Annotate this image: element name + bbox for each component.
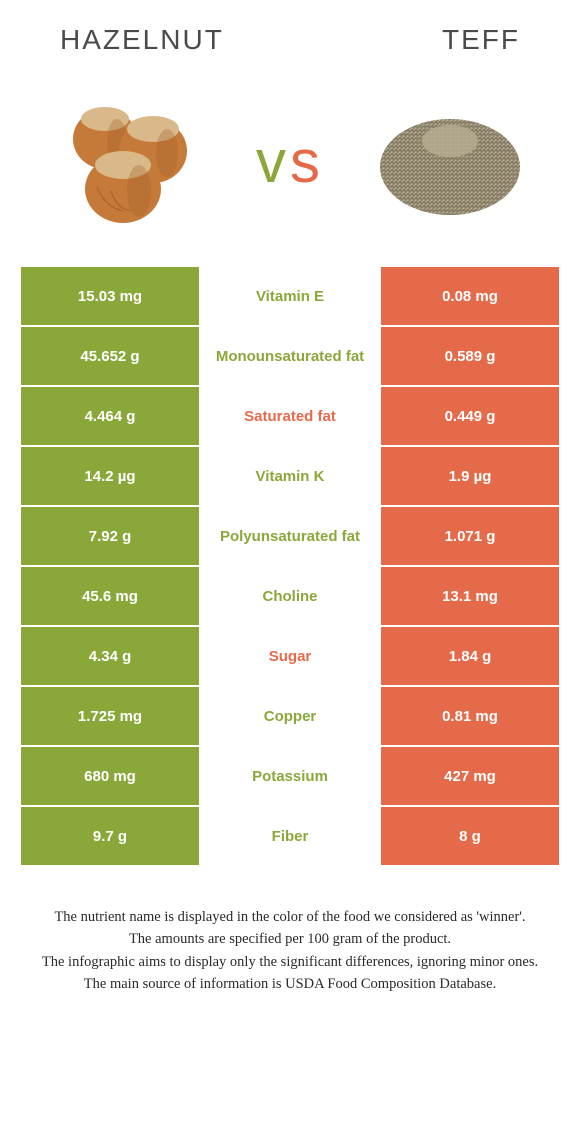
vs-s: s: [290, 128, 324, 195]
food-title-left: Hazelnut: [60, 24, 224, 56]
images-row: vs: [0, 66, 580, 266]
nutrient-label: Saturated fat: [200, 386, 380, 446]
nutrient-label: Vitamin K: [200, 446, 380, 506]
footer-line-2: The amounts are specified per 100 gram o…: [30, 928, 550, 950]
table-row: 1.725 mgCopper0.81 mg: [20, 686, 560, 746]
nutrient-label: Vitamin E: [200, 266, 380, 326]
value-right: 13.1 mg: [380, 566, 560, 626]
value-right: 0.08 mg: [380, 266, 560, 326]
nutrient-label: Polyunsaturated fat: [200, 506, 380, 566]
table-row: 9.7 gFiber8 g: [20, 806, 560, 866]
table-row: 7.92 gPolyunsaturated fat1.071 g: [20, 506, 560, 566]
value-left: 4.464 g: [20, 386, 200, 446]
value-left: 9.7 g: [20, 806, 200, 866]
nutrient-label: Fiber: [200, 806, 380, 866]
teff-image: [360, 86, 540, 236]
footer-line-3: The infographic aims to display only the…: [30, 951, 550, 973]
footer-line-1: The nutrient name is displayed in the co…: [30, 906, 550, 928]
value-right: 427 mg: [380, 746, 560, 806]
value-left: 4.34 g: [20, 626, 200, 686]
value-right: 8 g: [380, 806, 560, 866]
value-left: 15.03 mg: [20, 266, 200, 326]
footer-line-4: The main source of information is USDA F…: [30, 973, 550, 995]
food-title-right: Teff: [442, 24, 520, 56]
header-row: Hazelnut Teff: [0, 0, 580, 66]
value-left: 45.652 g: [20, 326, 200, 386]
nutrient-label: Choline: [200, 566, 380, 626]
value-left: 680 mg: [20, 746, 200, 806]
value-right: 1.9 µg: [380, 446, 560, 506]
table-row: 14.2 µgVitamin K1.9 µg: [20, 446, 560, 506]
value-left: 14.2 µg: [20, 446, 200, 506]
value-left: 1.725 mg: [20, 686, 200, 746]
table-row: 4.34 gSugar1.84 g: [20, 626, 560, 686]
nutrient-label: Potassium: [200, 746, 380, 806]
hazelnut-image: [40, 86, 220, 236]
table-row: 15.03 mgVitamin E0.08 mg: [20, 266, 560, 326]
comparison-table: 15.03 mgVitamin E0.08 mg45.652 gMonounsa…: [20, 266, 560, 866]
value-right: 1.071 g: [380, 506, 560, 566]
table-row: 45.652 gMonounsaturated fat0.589 g: [20, 326, 560, 386]
value-right: 0.81 mg: [380, 686, 560, 746]
value-left: 7.92 g: [20, 506, 200, 566]
table-row: 680 mgPotassium427 mg: [20, 746, 560, 806]
table-row: 4.464 gSaturated fat0.449 g: [20, 386, 560, 446]
value-right: 1.84 g: [380, 626, 560, 686]
nutrient-label: Sugar: [200, 626, 380, 686]
vs-v: v: [256, 128, 290, 195]
value-left: 45.6 mg: [20, 566, 200, 626]
value-right: 0.449 g: [380, 386, 560, 446]
nutrient-label: Monounsaturated fat: [200, 326, 380, 386]
value-right: 0.589 g: [380, 326, 560, 386]
footer-notes: The nutrient name is displayed in the co…: [0, 866, 580, 1016]
vs-label: vs: [256, 127, 324, 196]
table-row: 45.6 mgCholine13.1 mg: [20, 566, 560, 626]
nutrient-label: Copper: [200, 686, 380, 746]
